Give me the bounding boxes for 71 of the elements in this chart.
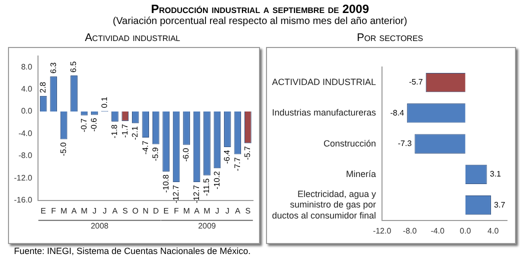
- text: 2008: [90, 221, 110, 230]
- x-tick-label: J: [102, 206, 107, 216]
- data-label: -10.8: [161, 174, 170, 193]
- chart-title: Por sectores: [356, 32, 424, 44]
- x-tick-label: S: [245, 206, 251, 216]
- x-tick-label: O: [132, 206, 139, 216]
- y-tick-label: 4.0: [21, 84, 33, 94]
- data-label: -2.1: [130, 126, 140, 140]
- x-tick-label: F: [51, 206, 56, 216]
- y-tick-label: -12.0: [14, 173, 33, 182]
- y-tick-label: Construcción: [324, 138, 376, 148]
- x-tick-label: J: [225, 206, 230, 216]
- data-label: -7.3: [398, 139, 412, 148]
- x-tick-label: J: [92, 206, 96, 216]
- data-label: -12.7: [172, 184, 180, 204]
- y-tick-label: -8.0: [18, 151, 33, 160]
- source-note: Fuente: INEGI, Sistema de Cuentas Nacionales de México.: [14, 246, 251, 256]
- y-tick-label: Electricidad, agua y suministro de gas por ductos al consumidor final: [272, 188, 377, 220]
- x-tick-label: M: [60, 206, 68, 216]
- data-label: 6.3: [48, 62, 58, 74]
- data-label: -6.0: [182, 147, 191, 162]
- x-tick-label: 4.0: [488, 226, 500, 236]
- data-label: -0.6: [90, 117, 99, 132]
- y-tick-label: -16.0: [14, 196, 33, 205]
- data-label: 6.5: [69, 60, 78, 72]
- data-label: 2.8: [38, 81, 48, 93]
- x-tick-label: D: [152, 206, 159, 216]
- x-tick-label: A: [112, 206, 118, 216]
- data-label: 3.7: [494, 200, 506, 210]
- x-tick-label: A: [194, 206, 200, 216]
- data-label: -5.9: [151, 146, 160, 162]
- x-tick-label: 0.0: [460, 226, 472, 236]
- data-label: -6.4: [222, 150, 232, 164]
- x-tick-label: S: [122, 206, 128, 216]
- x-tick-label: A: [234, 206, 241, 216]
- data-label: 0.1: [100, 96, 109, 108]
- y-tick-label: -4.0: [18, 128, 33, 138]
- x-tick-label: -12.0: [372, 226, 392, 236]
- x-tick-label: F: [174, 206, 179, 216]
- x-tick-label: -8.0: [402, 226, 418, 236]
- data-label: -12.7: [192, 184, 201, 204]
- data-label: -11.5: [202, 178, 212, 196]
- text: Producción industrial a septiembre de 2009: [150, 2, 370, 16]
- text: 2009: [198, 221, 216, 230]
- text: (Variación porcentual real respecto al mismo mes del año anterior): [112, 16, 408, 27]
- y-tick-label: Minería: [346, 168, 376, 179]
- x-tick-label: M: [204, 206, 211, 216]
- x-tick-label: -4.0: [430, 226, 446, 236]
- x-tick-label: M: [183, 206, 190, 216]
- data-label: -5.7: [408, 78, 424, 87]
- data-label: -7.7: [232, 156, 242, 172]
- y-tick-label: Industrias manufactureras: [272, 108, 377, 118]
- y-tick-label: 8.0: [21, 62, 33, 72]
- data-label: -0.7: [79, 118, 88, 132]
- data-label: -8.4: [390, 108, 405, 118]
- data-label: -1.7: [120, 123, 130, 138]
- y-tick-label: ACTIVIDAD INDUSTRIAL: [272, 77, 376, 88]
- x-tick-label: M: [80, 206, 88, 216]
- x-tick-label: N: [142, 206, 149, 216]
- data-label: -10.2: [212, 170, 222, 190]
- y-tick-label: 0.0: [21, 106, 33, 116]
- x-tick-label: A: [71, 206, 78, 216]
- x-tick-label: E: [163, 206, 169, 216]
- data-label: -1.8: [110, 124, 120, 138]
- chart-title: Actividad industrial: [84, 32, 182, 44]
- x-tick-label: J: [215, 206, 220, 216]
- x-tick-label: E: [40, 206, 46, 216]
- data-label: 3.1: [490, 170, 502, 179]
- data-label: -4.7: [140, 140, 150, 154]
- data-label: -5.7: [243, 146, 252, 160]
- data-label: -5.0: [59, 142, 68, 156]
